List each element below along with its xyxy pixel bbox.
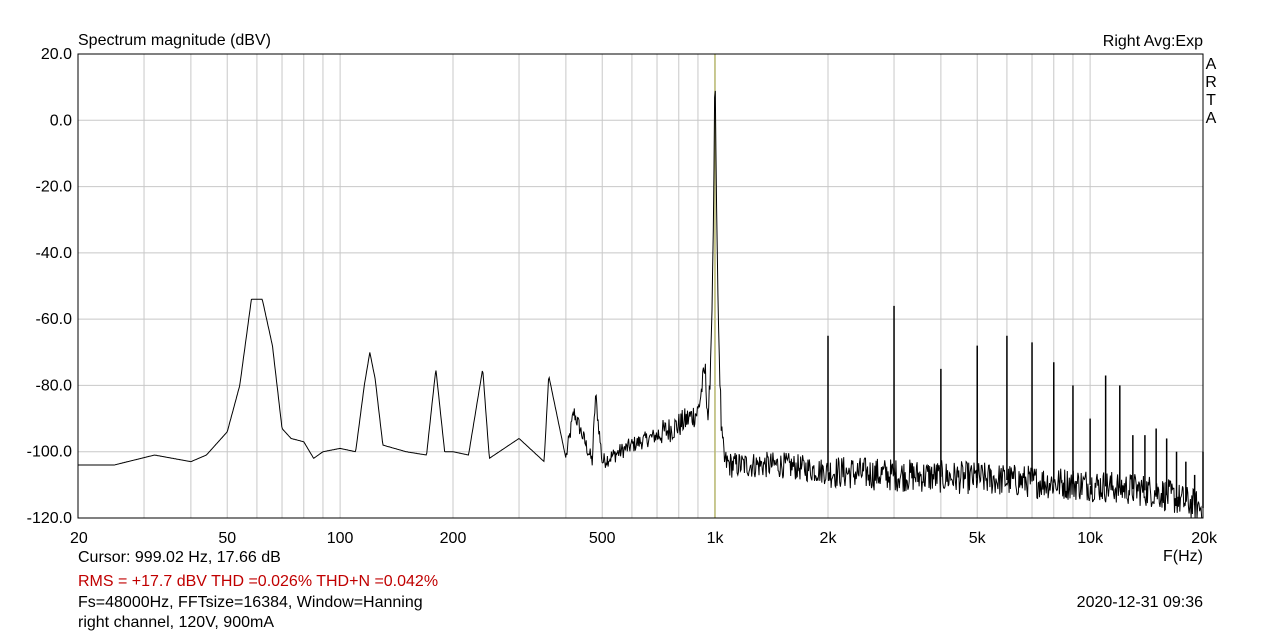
logo-letter: A: [1206, 56, 1217, 73]
x-tick-label: 500: [589, 530, 616, 547]
timestamp: 2020-12-31 09:36: [1077, 594, 1203, 611]
x-tick-label: 10k: [1077, 530, 1104, 547]
measurement-note: right channel, 120V, 900mA: [78, 614, 274, 631]
cursor-readout: Cursor: 999.02 Hz, 17.66 dB: [78, 549, 281, 566]
y-tick-label: 20.0: [41, 46, 72, 63]
fft-settings: Fs=48000Hz, FFTsize=16384, Window=Hannin…: [78, 594, 423, 611]
y-tick-label: -120.0: [27, 510, 72, 527]
y-tick-label: -20.0: [36, 179, 73, 196]
spectrum-trace: [78, 90, 1204, 519]
plot-frame: [77, 53, 1204, 519]
y-tick-label: -40.0: [36, 245, 73, 262]
logo-letter: R: [1205, 74, 1217, 91]
measurement-summary: RMS = +17.7 dBV THD =0.026% THD+N =0.042…: [78, 573, 438, 590]
averaging-label: Right Avg:Exp: [1103, 33, 1203, 50]
y-tick-labels: 20.0 0.0 -20.0 -40.0 -60.0 -80.0 -100.0 -120.0: [27, 46, 72, 527]
trace-layer: [78, 90, 1204, 519]
logo-letter: T: [1206, 92, 1216, 109]
x-tick-label: 200: [440, 530, 467, 547]
x-tick-label: 5k: [969, 530, 987, 547]
y-tick-label: 0.0: [50, 112, 72, 129]
x-axis-label: F(Hz): [1163, 548, 1203, 565]
x-tick-label: 1k: [707, 530, 725, 547]
chart-title: Spectrum magnitude (dBV): [78, 32, 271, 49]
x-tick-labels: 20 50 100 200 500 1k 2k 5k 10k 20k: [70, 530, 1218, 547]
logo-letter: A: [1206, 110, 1217, 127]
y-tick-label: -100.0: [27, 444, 72, 461]
x-tick-label: 20k: [1191, 530, 1218, 547]
y-tick-label: -80.0: [36, 377, 73, 394]
x-tick-label: 100: [327, 530, 354, 547]
x-tick-label: 2k: [820, 530, 838, 547]
x-tick-label: 50: [218, 530, 236, 547]
x-tick-label: 20: [70, 530, 88, 547]
y-tick-label: -60.0: [36, 311, 73, 328]
